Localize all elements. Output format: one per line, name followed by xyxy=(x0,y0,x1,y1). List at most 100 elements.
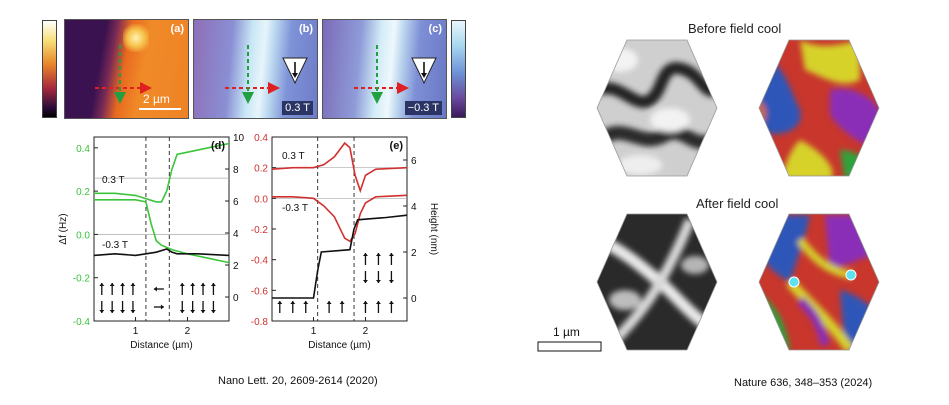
spin-arrow-head xyxy=(99,310,105,313)
spin-arrow-head xyxy=(290,301,296,304)
x-tick-label: 1 xyxy=(133,326,139,337)
spin-arrow-head xyxy=(326,301,332,304)
spin-arrow-head xyxy=(109,283,115,286)
left-tick-label: 0.4 xyxy=(76,144,90,155)
panel-label: (e) xyxy=(390,140,404,152)
right-tick-label: 2 xyxy=(411,248,417,259)
x-axis-label: Distance (µm) xyxy=(308,340,370,351)
left-tick-label: -0.2 xyxy=(251,225,269,236)
annotation-0: 0.3 T xyxy=(102,175,125,186)
x-tick-label: 2 xyxy=(185,326,191,337)
spin-arrow-head xyxy=(375,301,381,304)
annotation-1: -0.3 T xyxy=(102,240,128,251)
left-tick-label: -0.4 xyxy=(73,317,91,328)
panel-label: (d) xyxy=(211,140,225,152)
before-grayscale-hexagon xyxy=(597,40,717,176)
panel-a-bright-feature xyxy=(123,24,149,52)
vortex-marker-left xyxy=(788,276,800,288)
panel-c-field-label: −0.3 T xyxy=(404,101,442,115)
chart-frame xyxy=(93,136,230,322)
before-field-cool-title: Before field cool xyxy=(688,21,782,36)
annotation-1: -0.3 T xyxy=(282,203,308,214)
spin-arrow-head xyxy=(130,283,136,286)
y-axis-label-right: Height (nm) xyxy=(428,203,439,255)
after-grayscale-hexagon xyxy=(597,214,717,350)
left-tick-label: 0.0 xyxy=(76,230,90,241)
spin-arrow-head xyxy=(120,310,126,313)
spin-arrow-head xyxy=(375,280,381,283)
spin-arrow-head xyxy=(362,280,368,283)
after-color-hexagon xyxy=(759,214,879,350)
series-line-0 xyxy=(271,141,408,194)
left-tick-label: 0.2 xyxy=(76,187,90,198)
right-tick-label: 2 xyxy=(233,261,239,272)
spin-arrow-head xyxy=(388,301,394,304)
left-tick-label: -0.8 xyxy=(251,317,269,328)
right-tick-label: 6 xyxy=(233,197,239,208)
image-overlays xyxy=(95,45,437,104)
colorbar-right xyxy=(451,20,466,118)
panel-b-field-label: 0.3 T xyxy=(282,101,313,115)
panel-a-image: (a) 2 µm xyxy=(64,19,189,119)
spin-arrow-head xyxy=(179,283,185,286)
left-citation: Nano Lett. 20, 2609-2614 (2020) xyxy=(218,375,378,387)
right-tick-label: 6 xyxy=(411,156,417,167)
spin-arrow-head xyxy=(339,301,345,304)
spin-arrow-head xyxy=(200,283,206,286)
right-scalebar xyxy=(537,341,602,352)
series-line-1 xyxy=(94,199,230,264)
x-tick-label: 2 xyxy=(363,326,369,337)
right-tick-label: 8 xyxy=(233,165,239,176)
panel-c-image: (c) −0.3 T xyxy=(322,19,447,119)
left-tick-label: 0.2 xyxy=(254,164,268,175)
right-tick-label: 4 xyxy=(411,202,417,213)
panel-a-scalebar xyxy=(139,108,181,110)
spin-arrow-head xyxy=(388,253,394,256)
x-tick-label: 1 xyxy=(311,326,317,337)
spin-arrow-head xyxy=(362,253,368,256)
left-tick-label: -0.2 xyxy=(73,274,91,285)
spin-arrow-head xyxy=(210,310,216,313)
right-tick-label: 0 xyxy=(233,293,239,304)
spin-arrow-head xyxy=(210,283,216,286)
spin-arrow-head xyxy=(362,301,368,304)
spin-arrow-head xyxy=(179,310,185,313)
series-line-2 xyxy=(93,248,230,257)
right-scalebar-label: 1 µm xyxy=(553,325,580,339)
annotation-0: 0.3 T xyxy=(282,151,305,162)
panel-c-label: (c) xyxy=(428,23,442,35)
series-line-2 xyxy=(272,214,408,299)
x-axis-label: Distance (µm) xyxy=(130,340,192,351)
right-figure: Before field cool After field cool xyxy=(500,0,949,405)
spin-arrow-head xyxy=(277,301,283,304)
vortex-marker-right xyxy=(845,269,857,281)
spin-arrow-head xyxy=(120,283,126,286)
right-tick-label: 0 xyxy=(411,294,417,305)
spin-arrow-head xyxy=(190,283,196,286)
colorbar-left xyxy=(42,20,57,118)
spin-arrow-head xyxy=(109,310,115,313)
spin-arrow-head xyxy=(303,301,309,304)
spin-arrow-head xyxy=(160,304,164,310)
y-axis-label-left: Δf (Hz) xyxy=(58,213,69,244)
right-tick-label: 10 xyxy=(233,133,245,144)
panel-a-scalebar-label: 2 µm xyxy=(143,92,170,106)
spin-arrow-head xyxy=(388,280,394,283)
chart-d: 0.4 0.2 0.0 -0.2 -0.4 10 8 6 4 2 0 1 2 0.3 T -0.3 T (d)… xyxy=(58,133,245,351)
chart-e: 0.4 0.2 0.0 -0.2 -0.4 -0.6 -0.8 6 4 2 0 1 2 0.3 T -0.3… xyxy=(251,133,439,351)
right-tick-label: 4 xyxy=(233,229,239,240)
spin-arrow-head xyxy=(153,286,157,292)
left-tick-label: 0.4 xyxy=(254,133,268,144)
left-figure: (a) 2 µm (b) 0.3 T (c) −0.3 T xyxy=(42,19,466,387)
left-tick-label: -0.4 xyxy=(251,256,269,267)
spin-arrow-head xyxy=(130,310,136,313)
right-citation: Nature 636, 348–353 (2024) xyxy=(734,377,873,389)
spin-arrow-head xyxy=(200,310,206,313)
left-tick-label: 0.0 xyxy=(254,194,268,205)
series-line-0 xyxy=(94,142,230,203)
left-tick-label: -0.6 xyxy=(251,286,269,297)
before-color-hexagon xyxy=(759,40,879,176)
after-field-cool-title: After field cool xyxy=(696,196,779,211)
series-line-1 xyxy=(272,194,408,243)
panel-b-label: (b) xyxy=(298,23,313,35)
